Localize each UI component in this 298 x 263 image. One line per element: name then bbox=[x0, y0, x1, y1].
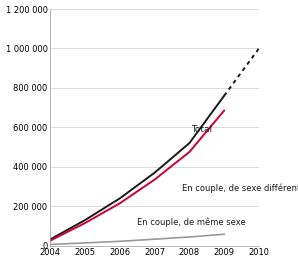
Text: En couple, de même sexe: En couple, de même sexe bbox=[137, 217, 246, 227]
Text: Total: Total bbox=[191, 125, 212, 134]
Text: En couple, de sexe différent: En couple, de sexe différent bbox=[182, 184, 298, 193]
